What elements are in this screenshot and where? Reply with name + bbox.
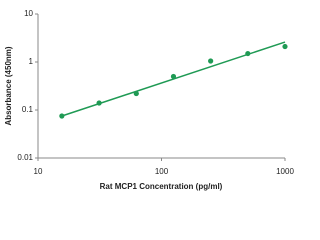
y-tick-label: 0.1 [22,105,34,114]
data-point [170,73,177,80]
y-tick-label: 1 [29,57,34,66]
data-point [208,58,214,64]
x-axis-title: Rat MCP1 Concentration (pg/ml) [100,182,223,191]
data-point [96,100,102,106]
data-point [245,50,251,57]
page: {"chart_data": {"type": "scatter", "x_la… [4,9,295,192]
data-point [133,90,139,97]
y-axis-title: Absorbance (450nm) [4,46,13,125]
data-point [282,43,288,50]
y-tick-label: 10 [24,9,33,18]
x-tick-label: 10 [34,167,43,176]
data-point [59,113,65,119]
x-tick-label: 100 [155,167,169,176]
chart: Rat MCP1 Concentration (pg/ml) Absorbanc… [4,9,294,191]
x-tick-label: 1000 [276,167,294,176]
y-tick-label: 0.01 [17,153,33,162]
